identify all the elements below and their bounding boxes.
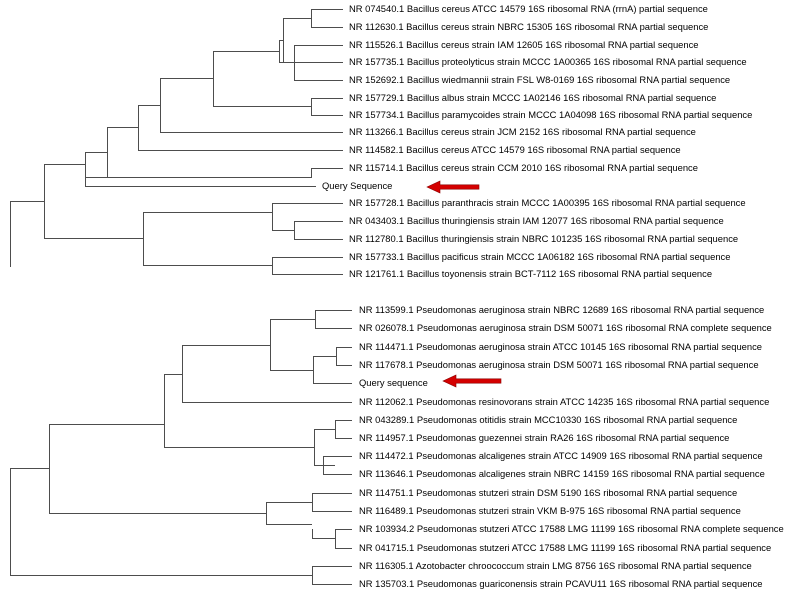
leaf-label: NR 157734.1 Bacillus paramycoides strain… — [349, 109, 752, 120]
leaf-label: NR 026078.1 Pseudomonas aeruginosa strai… — [359, 322, 772, 333]
leaf-label: NR 157733.1 Bacillus pacificus strain MC… — [349, 251, 730, 262]
leaf-label: NR 114957.1 Pseudomonas guezennei strain… — [359, 432, 729, 443]
leaf-label: NR 103934.2 Pseudomonas stutzeri ATCC 17… — [359, 523, 784, 534]
leaf-label: NR 115526.1 Bacillus cereus strain IAM 1… — [349, 39, 699, 50]
leaf-label: NR 113266.1 Bacillus cereus strain JCM 2… — [349, 126, 696, 137]
leaf-label: NR 116489.1 Pseudomonas stutzeri strain … — [359, 505, 741, 516]
query-sequence-label: Query sequence — [359, 377, 428, 388]
leaf-label: NR 115714.1 Bacillus cereus strain CCM 2… — [349, 162, 698, 173]
leaf-label: NR 074540.1 Bacillus cereus ATCC 14579 1… — [349, 3, 708, 14]
leaf-label: NR 152692.1 Bacillus wiedmannii strain F… — [349, 74, 730, 85]
leaf-label: NR 157735.1 Bacillus proteolyticus strai… — [349, 56, 747, 67]
leaf-label: NR 117678.1 Pseudomonas aeruginosa strai… — [359, 359, 759, 370]
leaf-label: NR 043403.1 Bacillus thuringiensis strai… — [349, 215, 724, 226]
leaf-label: NR 041715.1 Pseudomonas stutzeri ATCC 17… — [359, 542, 771, 553]
bacillus-tree: NR 074540.1 Bacillus cereus ATCC 14579 1… — [10, 3, 752, 279]
leaf-label: NR 135703.1 Pseudomonas guariconensis st… — [359, 578, 763, 589]
leaf-label: NR 114582.1 Bacillus cereus ATCC 14579 1… — [349, 144, 681, 155]
pseudomonas-tree: NR 113599.1 Pseudomonas aeruginosa strai… — [10, 304, 784, 589]
query-sequence-label: Query Sequence — [322, 180, 392, 191]
leaf-label: NR 157729.1 Bacillus albus strain MCCC 1… — [349, 92, 716, 103]
leaf-label: NR 043289.1 Pseudomonas otitidis strain … — [359, 414, 737, 425]
leaf-label: NR 112062.1 Pseudomonas resinovorans str… — [359, 396, 769, 407]
leaf-label: NR 116305.1 Azotobacter chroococcum stra… — [359, 560, 752, 571]
red-left-arrow-icon — [426, 180, 480, 194]
leaf-label: NR 114471.1 Pseudomonas aeruginosa strai… — [359, 341, 762, 352]
leaf-label: NR 114472.1 Pseudomonas alcaligenes stra… — [359, 450, 763, 461]
leaf-label: NR 121761.1 Bacillus toyonensis strain B… — [349, 268, 712, 279]
leaf-label: NR 113646.1 Pseudomonas alcaligenes stra… — [359, 468, 765, 479]
leaf-label: NR 114751.1 Pseudomonas stutzeri strain … — [359, 487, 737, 498]
leaf-label: NR 112630.1 Bacillus cereus strain NBRC … — [349, 21, 708, 32]
leaf-label: NR 112780.1 Bacillus thuringiensis strai… — [349, 233, 738, 244]
leaf-label: NR 157728.1 Bacillus paranthracis strain… — [349, 197, 746, 208]
red-left-arrow-icon — [442, 374, 502, 388]
leaf-label: NR 113599.1 Pseudomonas aeruginosa strai… — [359, 304, 764, 315]
